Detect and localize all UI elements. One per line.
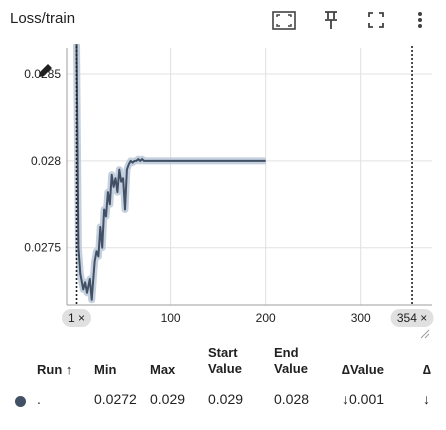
resize-handle-icon[interactable] bbox=[420, 329, 430, 339]
more-vert-icon[interactable] bbox=[407, 7, 433, 33]
cell-max: 0.029 bbox=[150, 391, 186, 407]
fit-domain-icon[interactable] bbox=[271, 7, 297, 33]
run-color-dot bbox=[15, 396, 26, 407]
x-tick-label-0: 100 bbox=[161, 311, 181, 325]
step-marker-label-1[interactable]: 354 × bbox=[397, 311, 427, 325]
cell-delta-clipped: ↓ bbox=[423, 391, 430, 407]
y-tick-label-1: 0.028 bbox=[31, 154, 61, 168]
col-max[interactable]: Max bbox=[150, 362, 176, 377]
cell-start-value: 0.029 bbox=[208, 391, 244, 407]
cell-min: 0.0272 bbox=[94, 391, 137, 407]
x-tick-label-1: 200 bbox=[256, 311, 276, 325]
col-start-value[interactable]: Start Value bbox=[208, 345, 242, 376]
y-tick-label-0: 0.0275 bbox=[24, 241, 61, 255]
col-end-value[interactable]: End Value bbox=[274, 345, 308, 376]
x-tick-label-2: 300 bbox=[351, 311, 371, 325]
step-markers[interactable]: 1 × 354 × bbox=[62, 46, 434, 327]
col-min[interactable]: Min bbox=[94, 362, 117, 377]
table-row[interactable]: . 0.0272 0.029 0.029 0.028 ↓0.001 ↓ bbox=[0, 388, 446, 412]
fullscreen-icon[interactable] bbox=[363, 7, 389, 33]
step-marker-chip-0[interactable] bbox=[62, 309, 92, 327]
card-header: Loss/train bbox=[0, 0, 446, 40]
axes bbox=[66, 48, 432, 306]
step-marker-label-0[interactable]: 1 × bbox=[68, 311, 85, 325]
pin-icon[interactable] bbox=[318, 7, 344, 33]
cell-delta-value: ↓0.001 bbox=[342, 391, 385, 407]
series-line-layer bbox=[75, 43, 266, 301]
cell-run: . bbox=[37, 391, 41, 407]
step-marker-chip-1[interactable] bbox=[390, 309, 434, 327]
chart-title: Loss/train bbox=[10, 10, 76, 27]
col-delta-value[interactable]: ∆Value bbox=[342, 362, 384, 377]
cell-end-value: 0.028 bbox=[274, 391, 310, 407]
col-delta-clipped[interactable]: ∆ bbox=[423, 362, 431, 377]
series-line bbox=[75, 43, 266, 301]
col-run[interactable]: Run ↑ bbox=[37, 362, 73, 377]
table-header: Run ↑ Min Max Start Value End Value ∆Val… bbox=[0, 345, 446, 385]
edit-icon[interactable] bbox=[39, 64, 52, 77]
